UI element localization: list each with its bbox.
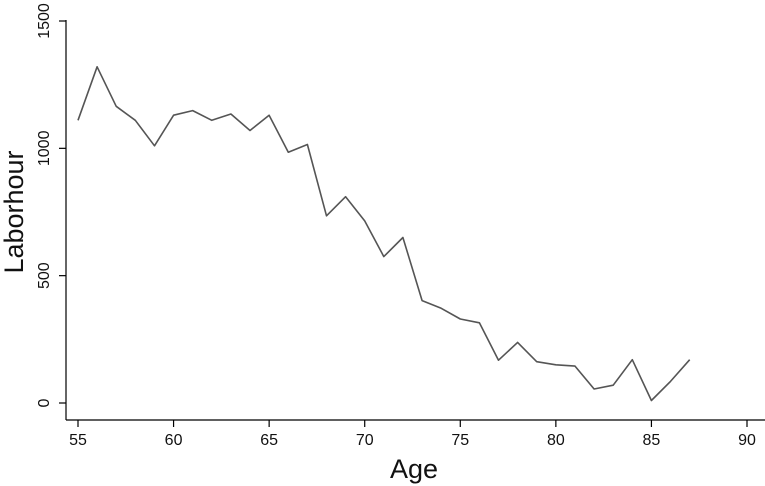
y-tick-label: 500 [36,262,53,289]
series-layer [77,66,691,402]
y-tick-label: 1500 [36,3,53,39]
x-axis-ticks: 55 60 65 70 75 80 85 90 [69,420,756,449]
y-tick-label: 1000 [36,130,53,166]
series-line [77,66,691,402]
x-tick-label: 55 [69,432,87,449]
y-axis-title: Laborhour [0,150,29,273]
x-tick-label: 80 [547,432,565,449]
x-tick-label: 65 [260,432,278,449]
x-axis-title: Age [390,454,438,484]
x-tick-label: 60 [165,432,183,449]
y-axis-ticks: 0 500 1000 1500 [36,3,66,407]
x-tick-label: 70 [356,432,374,449]
y-tick-label: 0 [36,398,53,407]
x-tick-label: 85 [643,432,661,449]
x-tick-label: 75 [451,432,469,449]
plot-area [65,20,765,421]
x-tick-label: 90 [738,432,756,449]
